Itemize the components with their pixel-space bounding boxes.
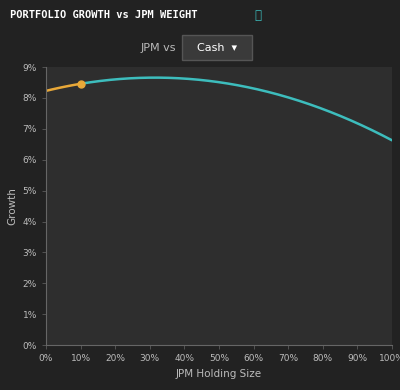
Text: Cash  ▾: Cash ▾	[197, 43, 237, 53]
FancyBboxPatch shape	[182, 35, 252, 60]
Text: ⓘ: ⓘ	[254, 9, 262, 22]
Y-axis label: Growth: Growth	[7, 187, 17, 225]
X-axis label: JPM Holding Size: JPM Holding Size	[176, 369, 262, 379]
Text: JPM vs: JPM vs	[140, 43, 176, 53]
Text: PORTFOLIO GROWTH vs JPM WEIGHT: PORTFOLIO GROWTH vs JPM WEIGHT	[10, 11, 198, 20]
